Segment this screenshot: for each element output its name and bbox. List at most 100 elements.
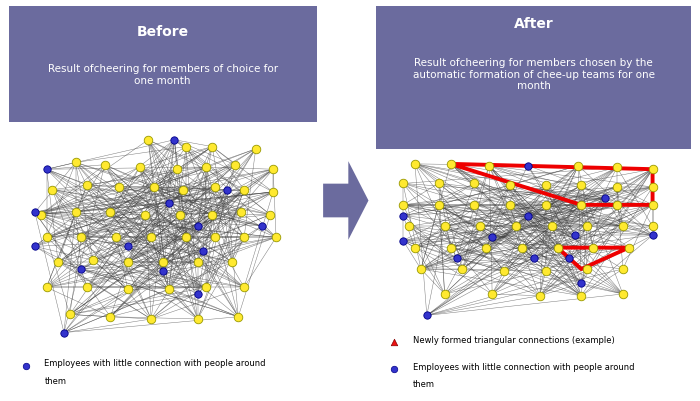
Point xyxy=(546,223,557,229)
Point xyxy=(469,202,480,208)
Point xyxy=(484,162,495,169)
Point xyxy=(236,209,247,216)
Point xyxy=(433,202,444,208)
Point xyxy=(227,259,238,265)
Point xyxy=(198,248,209,254)
Point xyxy=(398,180,409,187)
Point xyxy=(388,339,399,345)
Point xyxy=(47,186,58,193)
Point xyxy=(517,245,528,251)
Point xyxy=(481,245,492,251)
Point xyxy=(451,255,462,261)
Point xyxy=(611,202,622,208)
Point xyxy=(611,164,622,171)
Point xyxy=(486,234,498,240)
Point xyxy=(570,232,581,238)
Point xyxy=(58,329,69,336)
Point xyxy=(475,223,486,229)
Point xyxy=(41,166,52,172)
Bar xyxy=(8,6,317,122)
Text: Employees with little connection with people around: Employees with little connection with pe… xyxy=(413,363,634,372)
Point xyxy=(582,223,593,229)
Point xyxy=(398,213,409,219)
Point xyxy=(587,245,598,251)
Bar xyxy=(376,6,692,150)
Point xyxy=(29,209,41,216)
Point xyxy=(143,137,154,143)
Point xyxy=(510,223,522,229)
Point xyxy=(70,209,81,216)
Point xyxy=(267,166,279,172)
Point xyxy=(540,182,551,188)
Point xyxy=(647,232,658,238)
Polygon shape xyxy=(323,161,368,240)
Point xyxy=(498,267,510,274)
Point xyxy=(403,223,414,229)
Text: them: them xyxy=(44,377,66,386)
Point xyxy=(528,255,539,261)
Text: Result ofcheering for members chosen by the
automatic formation of chee‑up teams: Result ofcheering for members chosen by … xyxy=(413,58,654,91)
Point xyxy=(239,186,250,193)
Point xyxy=(421,312,433,318)
Point xyxy=(172,166,183,172)
Point xyxy=(88,257,99,263)
Point xyxy=(573,162,584,169)
Point xyxy=(70,159,81,166)
Point xyxy=(111,234,122,241)
Point xyxy=(505,202,516,208)
Point xyxy=(230,162,241,168)
Point xyxy=(265,211,276,218)
Point xyxy=(206,143,218,150)
Point xyxy=(611,184,622,190)
Point xyxy=(398,237,409,244)
Point xyxy=(82,182,93,188)
Point xyxy=(192,223,203,229)
Point xyxy=(52,259,64,265)
Point xyxy=(105,314,116,320)
Text: Employees with little connection with people around: Employees with little connection with pe… xyxy=(44,359,266,368)
Point xyxy=(192,291,203,297)
Point xyxy=(64,311,76,318)
Point xyxy=(617,266,629,272)
Text: Result ofcheering for members of choice for
one month: Result ofcheering for members of choice … xyxy=(48,64,278,85)
Point xyxy=(575,293,587,299)
Point xyxy=(439,223,450,229)
Point xyxy=(445,161,456,167)
Bar xyxy=(376,152,692,324)
Point xyxy=(522,162,533,169)
Point xyxy=(148,184,160,190)
Point xyxy=(41,234,52,241)
Point xyxy=(239,284,250,290)
Point xyxy=(617,291,629,297)
Text: them: them xyxy=(413,380,435,389)
Point xyxy=(433,180,444,187)
Point xyxy=(445,245,456,251)
Point xyxy=(232,314,244,320)
Point xyxy=(163,200,174,207)
Point xyxy=(239,234,250,241)
Point xyxy=(250,146,261,152)
Point xyxy=(256,223,267,229)
Point xyxy=(522,213,533,219)
Point xyxy=(267,189,279,195)
Point xyxy=(201,164,212,170)
Point xyxy=(122,286,134,293)
Point xyxy=(647,184,658,190)
Point xyxy=(617,223,629,229)
Point xyxy=(623,245,634,251)
Point xyxy=(270,234,281,241)
Point xyxy=(113,184,125,190)
Point xyxy=(457,266,468,272)
Point xyxy=(415,266,426,272)
Bar xyxy=(8,124,317,344)
Point xyxy=(209,184,220,190)
Point xyxy=(486,291,498,297)
Text: Before: Before xyxy=(136,24,189,38)
Point xyxy=(540,267,551,274)
Point xyxy=(564,255,575,261)
Point xyxy=(105,209,116,216)
Point xyxy=(469,180,480,187)
Point xyxy=(41,284,52,290)
Point xyxy=(99,162,110,168)
Text: Newly formed triangular connections (example): Newly formed triangular connections (exa… xyxy=(413,336,615,344)
